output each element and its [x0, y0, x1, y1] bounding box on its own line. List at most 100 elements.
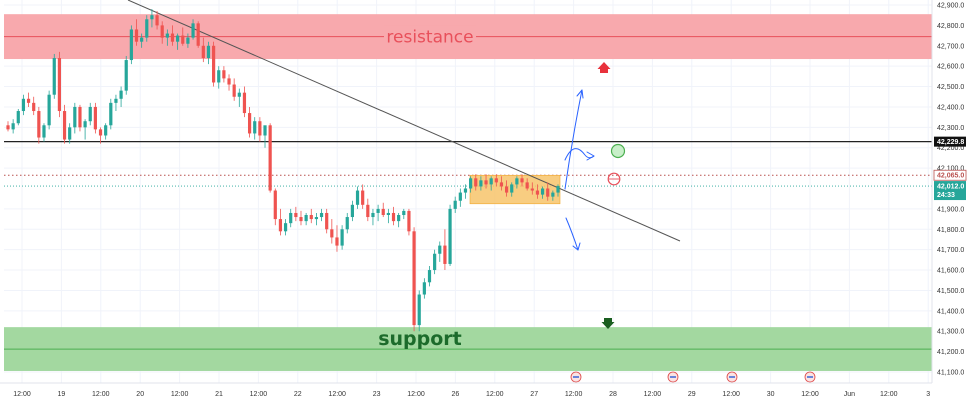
candle-body: [98, 129, 103, 136]
candle-body: [191, 23, 195, 38]
candle-body: [109, 102, 113, 126]
candle-body: [530, 188, 534, 191]
y-tick-label: 41,300.0: [937, 329, 964, 336]
candle-body: [21, 98, 26, 112]
candle-body: [16, 111, 20, 124]
candle-body: [479, 180, 483, 187]
candle-body: [160, 25, 164, 38]
support-label: support: [378, 328, 462, 350]
y-tick-label: 42,800.0: [937, 23, 964, 30]
x-tick-label: 22: [294, 391, 302, 398]
candle-body: [57, 58, 62, 112]
y-tick-label: 41,700.0: [937, 247, 964, 254]
candle-body: [37, 111, 41, 138]
candle-body: [325, 212, 329, 230]
forecast-up-head: [576, 89, 584, 99]
y-tick-label: 41,900.0: [937, 206, 964, 213]
x-tick-label: 12:00: [13, 391, 31, 398]
candle-body: [263, 125, 267, 136]
candle-body: [186, 37, 190, 44]
candle-body: [361, 190, 365, 205]
candle-body: [535, 190, 540, 195]
candle-body: [119, 90, 123, 99]
candle-body: [253, 121, 257, 134]
candle-body: [73, 106, 77, 128]
candle-body: [304, 215, 308, 222]
candle-body: [88, 106, 92, 122]
candle-body: [268, 125, 272, 191]
candle-body: [489, 178, 493, 185]
candle-body: [402, 210, 406, 216]
x-tick-label: 29: [688, 391, 696, 398]
candle-body: [350, 204, 354, 218]
x-tick-label: 26: [452, 391, 460, 398]
candle-body: [273, 190, 277, 220]
candle-body: [330, 229, 334, 238]
candle-body: [217, 70, 221, 83]
candle-body: [78, 106, 82, 128]
candle-body: [438, 245, 442, 254]
x-tick-label: 27: [530, 391, 538, 398]
candle-body: [453, 200, 457, 209]
candle-body: [381, 208, 385, 216]
resistance-label-bg: [384, 25, 476, 46]
x-tick-label: 21: [215, 391, 223, 398]
candle-body: [165, 33, 169, 38]
x-tick-label: 28: [609, 391, 617, 398]
candle-body: [366, 204, 370, 218]
time-axis: 12:00 19 12:00 20 12:00 21 12:00 22 12:00 23 12:00…: [0, 382, 932, 398]
candle-body: [412, 231, 416, 326]
candle-body: [397, 215, 401, 222]
candle-body: [386, 212, 390, 216]
forecast-arrows: [564, 89, 595, 251]
candle-body: [376, 208, 380, 213]
candle-body: [134, 29, 139, 42]
candle-body: [196, 23, 200, 46]
y-tick-label: 42,400.0: [937, 104, 964, 111]
candle-body: [504, 186, 509, 193]
candle-body: [11, 123, 15, 130]
x-tick-label: 3: [926, 391, 930, 398]
y-tick-label: 42,100.0: [937, 166, 964, 173]
forecast-up-path: [564, 89, 583, 190]
candle-body: [150, 15, 154, 20]
y-tick-label: 41,200.0: [937, 349, 964, 356]
x-tick-label: 20: [136, 391, 144, 398]
x-tick-label: 23: [373, 391, 381, 398]
x-tick-label: 12:00: [722, 391, 740, 398]
candle-body: [52, 58, 56, 95]
candle-body: [201, 45, 205, 59]
candle-body: [278, 219, 283, 232]
countdown-text: 24:33: [937, 192, 955, 199]
candle-body: [145, 19, 149, 38]
candle-body: [176, 35, 180, 42]
red-circle-icon: [607, 172, 621, 186]
candle-body: [42, 125, 46, 138]
consolidation-box: [469, 174, 561, 205]
candle-body: [407, 210, 411, 232]
green-down-arrow-icon: [601, 318, 615, 329]
x-tick-label: 12:00: [801, 391, 819, 398]
candle-body: [124, 60, 128, 91]
candle-body: [540, 188, 545, 195]
candle-body: [345, 217, 349, 230]
candles: [6, 9, 560, 332]
candle-body: [391, 212, 396, 222]
candle-body: [129, 29, 133, 61]
candle-body: [47, 94, 51, 126]
candle-body: [458, 192, 462, 201]
candle-body: [443, 245, 447, 264]
x-tick-label: Jun: [844, 391, 855, 398]
level-price-tag-text: 42,229.8: [937, 139, 964, 146]
x-tick-label: 12:00: [565, 391, 583, 398]
candle-body: [247, 113, 252, 134]
y-tick-label: 41,800.0: [937, 227, 964, 234]
dotted-level-tag: [933, 169, 967, 181]
forecast-mid-head: [586, 151, 595, 161]
candle-body: [427, 270, 432, 283]
x-tick-label: 12:00: [328, 391, 346, 398]
candle-body: [355, 190, 360, 205]
candle-body: [26, 98, 31, 103]
y-tick-label: 42,200.0: [937, 145, 964, 152]
